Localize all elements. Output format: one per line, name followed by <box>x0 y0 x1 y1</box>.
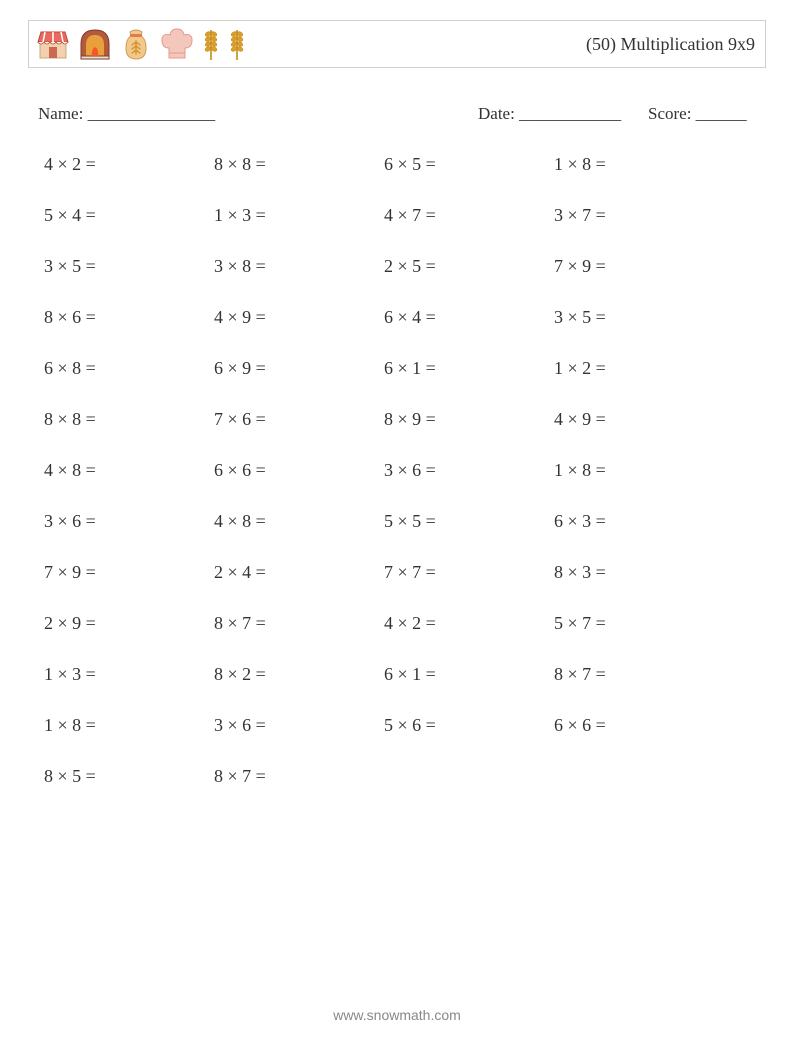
problem-cell: 4 × 8 = <box>44 460 214 481</box>
problem-cell: 4 × 2 = <box>44 154 214 175</box>
footer-link: www.snowmath.com <box>0 1007 794 1023</box>
problem-cell: 4 × 9 = <box>554 409 724 430</box>
problem-cell: 8 × 8 = <box>44 409 214 430</box>
problem-cell: 8 × 2 = <box>214 664 384 685</box>
header-icon-row <box>35 26 247 62</box>
problem-cell: 7 × 9 = <box>44 562 214 583</box>
problem-cell: 8 × 7 = <box>214 613 384 634</box>
problem-cell: 5 × 4 = <box>44 205 214 226</box>
problem-cell: 6 × 6 = <box>554 715 724 736</box>
problem-cell: 1 × 8 = <box>554 460 724 481</box>
problem-cell: 1 × 8 = <box>44 715 214 736</box>
problem-cell: 5 × 5 = <box>384 511 554 532</box>
problem-cell: 3 × 6 = <box>44 511 214 532</box>
problem-cell: 6 × 1 = <box>384 358 554 379</box>
problem-cell: 5 × 6 = <box>384 715 554 736</box>
problem-cell: 8 × 9 = <box>384 409 554 430</box>
problem-cell: 2 × 5 = <box>384 256 554 277</box>
wheat-icon <box>201 26 221 62</box>
info-row: Name: _______________ Date: ____________… <box>38 104 756 124</box>
name-field: Name: _______________ <box>38 104 478 124</box>
problem-cell: 1 × 3 = <box>214 205 384 226</box>
problem-cell: 7 × 7 = <box>384 562 554 583</box>
problem-cell: 8 × 6 = <box>44 307 214 328</box>
problem-cell: 5 × 7 = <box>554 613 724 634</box>
problem-cell: 2 × 4 = <box>214 562 384 583</box>
problem-cell: 1 × 3 = <box>44 664 214 685</box>
header: (50) Multiplication 9x9 <box>28 20 766 68</box>
problem-cell: 1 × 8 = <box>554 154 724 175</box>
chef-hat-icon <box>159 26 195 62</box>
problem-cell: 8 × 3 = <box>554 562 724 583</box>
date-field: Date: ____________ <box>478 104 648 124</box>
oven-icon <box>77 26 113 62</box>
problem-cell: 6 × 5 = <box>384 154 554 175</box>
problem-cell: 6 × 9 = <box>214 358 384 379</box>
problem-cell: 6 × 8 = <box>44 358 214 379</box>
problem-cell: 3 × 5 = <box>44 256 214 277</box>
flour-sack-icon <box>119 26 153 62</box>
problem-grid: 4 × 2 =8 × 8 =6 × 5 =1 × 8 =5 × 4 =1 × 3… <box>44 154 750 787</box>
problem-cell: 8 × 7 = <box>214 766 384 787</box>
problem-cell: 7 × 6 = <box>214 409 384 430</box>
worksheet-title: (50) Multiplication 9x9 <box>586 34 755 55</box>
problem-cell: 6 × 1 = <box>384 664 554 685</box>
problem-cell: 8 × 7 = <box>554 664 724 685</box>
problem-cell: 3 × 6 = <box>214 715 384 736</box>
problem-cell: 4 × 9 = <box>214 307 384 328</box>
problem-cell: 4 × 8 = <box>214 511 384 532</box>
wheat-icon <box>227 26 247 62</box>
problem-cell: 6 × 4 = <box>384 307 554 328</box>
problem-cell: 3 × 6 = <box>384 460 554 481</box>
problem-cell: 7 × 9 = <box>554 256 724 277</box>
problem-cell: 4 × 2 = <box>384 613 554 634</box>
problem-cell: 3 × 7 = <box>554 205 724 226</box>
store-icon <box>35 26 71 62</box>
problem-cell: 1 × 2 = <box>554 358 724 379</box>
score-field: Score: ______ <box>648 104 747 124</box>
problem-cell: 6 × 3 = <box>554 511 724 532</box>
worksheet-page: (50) Multiplication 9x9 Name: __________… <box>0 0 794 1053</box>
problem-cell: 3 × 5 = <box>554 307 724 328</box>
problem-cell: 4 × 7 = <box>384 205 554 226</box>
problem-cell: 2 × 9 = <box>44 613 214 634</box>
problem-cell: 8 × 5 = <box>44 766 214 787</box>
problem-cell: 6 × 6 = <box>214 460 384 481</box>
problem-cell: 8 × 8 = <box>214 154 384 175</box>
problem-cell: 3 × 8 = <box>214 256 384 277</box>
